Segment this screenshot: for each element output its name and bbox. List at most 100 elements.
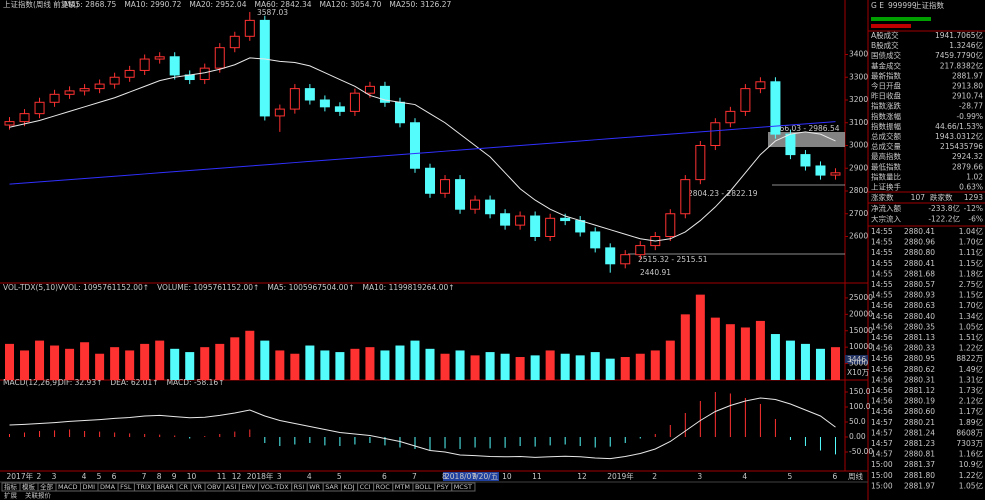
y-tick-label: 20000 — [849, 309, 873, 318]
stat-value: 2924.32 — [952, 152, 983, 161]
indicator-tab[interactable]: VR — [193, 483, 202, 491]
tick-time: 15:00 — [871, 460, 893, 469]
indicator-tab[interactable]: BOLL — [415, 483, 432, 491]
panel-code-mark: G E — [871, 1, 884, 10]
volume-bar — [35, 340, 45, 380]
indicator-tab[interactable]: 全部 — [40, 482, 54, 491]
indicator-tab[interactable]: WR — [309, 483, 320, 491]
candle-body — [94, 83, 105, 90]
stat-value: 1941.7065亿 — [935, 30, 984, 40]
indicator-tab[interactable]: SAR — [325, 483, 339, 491]
volume-bar — [380, 350, 390, 380]
annotation: 3587.03 — [257, 8, 288, 17]
x-tick-label: 11 — [217, 472, 227, 481]
y-tick-label: 2900 — [849, 163, 868, 172]
x-tick-label: 2019年 — [607, 471, 634, 481]
stat-value: 7459.7790亿 — [935, 50, 984, 60]
tick-volume: 2.12亿 — [959, 396, 984, 406]
indicator-tab[interactable]: TRIX — [135, 483, 151, 491]
y-tick-label: -50.00 — [849, 447, 873, 456]
tick-price: 2880.31 — [904, 375, 935, 384]
candle-body — [575, 220, 586, 233]
indicator-tab[interactable]: OBV — [207, 483, 221, 491]
indicator-tab[interactable]: CCI — [360, 483, 371, 491]
indicator-tab[interactable]: RSI — [294, 483, 305, 491]
x-tick-label: 4 — [82, 472, 87, 481]
volume-bar — [50, 345, 60, 380]
indicator-tab[interactable]: ASI — [226, 483, 237, 491]
volume-bar — [20, 350, 30, 380]
volume-bar — [515, 357, 525, 380]
y-tick-label: 3000 — [849, 141, 868, 150]
candle-body — [49, 93, 60, 103]
tick-time: 14:56 — [871, 386, 893, 395]
candle-body — [815, 165, 826, 176]
y-tick-label: 100.0 — [849, 402, 871, 411]
tick-time: 14:57 — [871, 450, 893, 459]
candle-body — [755, 81, 766, 90]
x-tick-label: 2 — [652, 472, 657, 481]
extra-tab[interactable]: 扩展 — [4, 491, 18, 500]
chart-title: 上证指数(周线 前复权) — [3, 0, 79, 9]
stat-label: 指数涨跌 — [871, 101, 901, 111]
extra-tab[interactable]: 关联报价 — [25, 491, 52, 500]
tick-time: 14:56 — [871, 375, 893, 384]
volume-bar — [320, 350, 330, 380]
indicator-tab[interactable]: KDJ — [343, 483, 354, 491]
indicator-tab[interactable]: FSL — [120, 483, 132, 491]
volume-bar — [350, 348, 360, 380]
tick-price: 2880.41 — [904, 227, 935, 236]
candle-body — [455, 179, 466, 210]
x-tick-label: 5 — [787, 472, 792, 481]
volume-bar — [155, 340, 165, 380]
tick-volume: 1.70亿 — [959, 237, 984, 247]
volume-bar — [365, 347, 375, 380]
indicator-tab[interactable]: VOL-TDX — [261, 483, 290, 491]
tick-volume: 1.49亿 — [959, 364, 984, 374]
x-tick-label: 3 — [277, 472, 282, 481]
candle-body — [214, 47, 225, 69]
candle-body — [440, 179, 451, 194]
tick-volume: 1.70亿 — [959, 300, 984, 310]
y-tick-label: 15000 — [849, 326, 873, 335]
candle-body — [530, 215, 541, 237]
indicator: MA5: 2868.75 — [64, 0, 117, 9]
tick-volume: 1.17亿 — [959, 406, 984, 416]
indicator-tab[interactable]: CR — [179, 483, 189, 491]
x-tick-label: 2017年 — [7, 471, 34, 481]
candle-body — [590, 231, 601, 249]
annotation: 2440.91 — [640, 268, 671, 277]
volume-bar — [335, 352, 345, 380]
stat-value: 2910.74 — [952, 92, 983, 101]
indicator-tab[interactable]: MCST — [454, 483, 472, 491]
annotation: 2804.23 - 2822.19 — [688, 189, 758, 198]
panel-title: MACD(12,26,9) — [3, 378, 60, 387]
y-tick-label: 10000 — [849, 342, 873, 351]
indicator-tab[interactable]: MTM — [395, 483, 410, 491]
volume-bar — [185, 352, 195, 380]
stat-label: 基金成交 — [871, 60, 901, 70]
volume-bar — [425, 348, 435, 380]
indicator-tab[interactable]: 模板 — [22, 482, 36, 491]
y-tick-label: 3100 — [849, 118, 868, 127]
candle-body — [560, 217, 571, 222]
x-tick-label: 4 — [742, 472, 747, 481]
indicator-tab[interactable]: BRAR — [156, 483, 174, 491]
y-tick-label: 3400 — [849, 50, 868, 59]
volume-bar — [665, 340, 675, 380]
tick-price: 2880.21 — [904, 418, 935, 427]
indicator-tab[interactable]: DMI — [82, 483, 95, 491]
indicator-tab[interactable]: MACD — [58, 483, 77, 491]
breadth-label: 跌家数 — [930, 192, 953, 202]
indicator-tab[interactable]: 指标 — [4, 482, 18, 491]
indicator-tab[interactable]: PSY — [437, 483, 449, 491]
breadth-label: 涨家数 — [871, 192, 894, 202]
indicator-tab[interactable]: DMA — [100, 483, 116, 491]
tick-time: 14:56 — [871, 397, 893, 406]
candle-body — [259, 19, 270, 117]
indicator-tab[interactable]: ROC — [376, 483, 391, 491]
indicator-tab[interactable]: EMV — [241, 483, 256, 491]
flow-pct: -6% — [968, 215, 983, 224]
tick-time: 14:56 — [871, 322, 893, 331]
